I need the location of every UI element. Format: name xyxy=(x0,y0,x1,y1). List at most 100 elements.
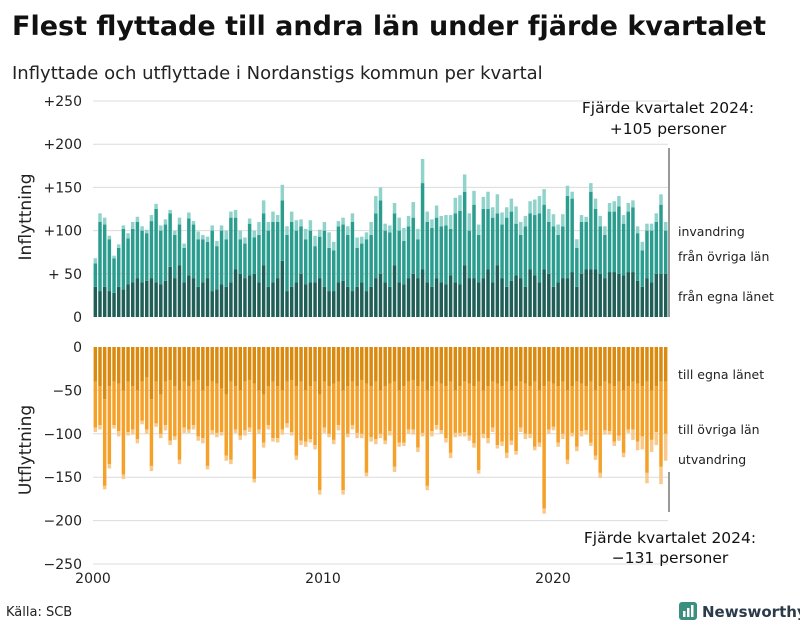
bar-in-ovriga xyxy=(476,234,481,283)
bar-in-invandring xyxy=(509,198,514,212)
bar-in-invandring xyxy=(626,202,630,212)
bar-out-utvandring xyxy=(533,446,537,451)
bar-in-egna xyxy=(112,292,116,317)
brand-name: Newsworthy xyxy=(702,603,800,621)
bar-in-egna xyxy=(462,265,467,317)
bar-out-egna xyxy=(215,347,219,384)
bar-out-utvandring xyxy=(346,433,350,438)
bar-out-ovriga xyxy=(542,386,546,509)
bar-in-egna xyxy=(341,280,345,317)
bar-in-invandring xyxy=(98,213,102,222)
bar-in-ovriga xyxy=(448,228,453,276)
bar-out-ovriga xyxy=(247,379,252,428)
bar-out-egna xyxy=(294,347,299,387)
bar-in-egna xyxy=(448,275,453,317)
bar-out-egna xyxy=(547,347,551,382)
bar-out-utvandring xyxy=(476,470,481,474)
bar-in-invandring xyxy=(210,225,214,231)
bar-in-invandring xyxy=(663,221,668,231)
bar-out-ovriga xyxy=(126,381,130,433)
bar-out-utvandring xyxy=(659,466,663,485)
ytick-top-label: +200 xyxy=(44,137,82,153)
bar-in-invandring xyxy=(416,228,420,240)
bar-in-ovriga xyxy=(654,221,659,274)
bar-in-invandring xyxy=(645,223,649,231)
bar-out-ovriga xyxy=(271,381,275,439)
bar-out-egna xyxy=(514,347,518,387)
bar-in-ovriga xyxy=(126,238,130,285)
bar-out-ovriga xyxy=(257,390,261,430)
bar-in-invandring xyxy=(589,183,593,192)
bar-out-ovriga xyxy=(453,390,458,433)
bar-in-ovriga xyxy=(121,228,126,290)
bar-out-egna xyxy=(327,347,331,387)
bar-out-ovriga xyxy=(210,381,214,431)
bar-in-invandring xyxy=(285,226,289,235)
chart-subtitle: Inflyttade och utflyttade i Nordanstigs … xyxy=(12,63,543,84)
bar-in-egna xyxy=(145,280,149,317)
bar-out-utvandring xyxy=(355,432,359,439)
bar-in-invandring xyxy=(159,225,163,231)
bar-in-ovriga xyxy=(355,247,359,287)
bar-out-ovriga xyxy=(579,383,584,432)
bar-in-ovriga xyxy=(303,239,308,285)
bar-in-ovriga xyxy=(229,217,233,283)
bar-in-egna xyxy=(411,273,415,317)
bar-out-utvandring xyxy=(280,429,285,435)
legend-till-ovriga-lan: till övriga län xyxy=(678,422,760,437)
bar-out-ovriga xyxy=(388,383,392,432)
bar-in-ovriga xyxy=(663,230,668,274)
bar-in-egna xyxy=(635,280,640,317)
bar-in-ovriga xyxy=(542,204,546,270)
bar-in-invandring xyxy=(537,196,542,214)
bar-out-egna xyxy=(149,347,154,400)
bar-out-utvandring xyxy=(519,427,523,433)
bar-out-utvandring xyxy=(154,423,158,427)
bar-in-egna xyxy=(93,286,98,317)
bar-out-egna xyxy=(233,347,238,387)
bar-in-ovriga xyxy=(607,211,612,273)
bar-out-egna xyxy=(210,347,214,382)
bar-out-egna xyxy=(392,347,397,382)
bar-out-egna xyxy=(430,347,434,387)
bar-in-egna xyxy=(271,282,275,317)
bar-in-ovriga xyxy=(467,230,472,279)
bar-out-ovriga xyxy=(481,390,486,434)
bar-in-invandring xyxy=(233,209,238,218)
bar-in-invandring xyxy=(420,158,425,184)
bar-in-egna xyxy=(322,286,327,317)
bar-out-utvandring xyxy=(434,425,439,430)
bar-out-egna xyxy=(448,347,453,382)
bar-in-ovriga xyxy=(374,213,378,279)
bar-in-ovriga xyxy=(182,247,186,283)
bar-in-invandring xyxy=(584,216,588,222)
bar-in-ovriga xyxy=(289,221,294,287)
bar-out-utvandring xyxy=(626,429,630,433)
ytick-top-label: + 50 xyxy=(48,267,82,283)
bar-in-invandring xyxy=(500,212,504,225)
bar-out-ovriga xyxy=(238,390,242,436)
bar-in-egna xyxy=(229,282,233,317)
bar-out-egna xyxy=(659,347,663,382)
bar-in-egna xyxy=(238,273,242,317)
ytick-top-label: 0 xyxy=(73,310,82,326)
bar-out-ovriga xyxy=(275,386,280,439)
bar-out-egna xyxy=(607,347,612,384)
bar-out-ovriga xyxy=(187,386,191,430)
bar-out-egna xyxy=(313,347,317,382)
bar-in-ovriga xyxy=(575,247,579,287)
bar-in-egna xyxy=(303,284,308,317)
bar-in-invandring xyxy=(322,221,327,231)
bar-out-ovriga xyxy=(154,381,158,424)
bar-in-invandring xyxy=(519,221,523,235)
bar-out-egna xyxy=(584,347,588,387)
bar-in-invandring xyxy=(388,225,392,233)
bar-in-egna xyxy=(378,273,383,317)
bar-out-utvandring xyxy=(289,432,294,436)
bar-out-ovriga xyxy=(355,386,359,433)
bar-in-egna xyxy=(444,284,448,317)
bar-out-ovriga xyxy=(589,381,593,443)
bar-in-ovriga xyxy=(430,228,434,287)
bar-out-utvandring xyxy=(131,429,135,435)
bar-out-egna xyxy=(299,347,303,382)
